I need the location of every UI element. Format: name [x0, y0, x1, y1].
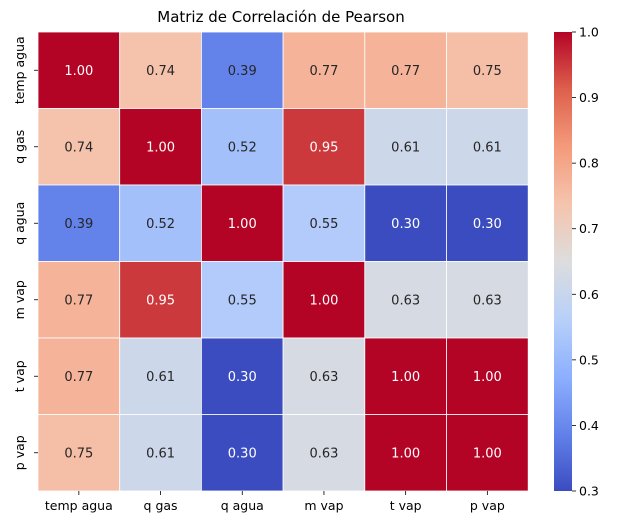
cell-value-label: 0.61 — [146, 370, 175, 385]
cell-value-label: 0.95 — [146, 293, 175, 308]
colorbar-tick-label: 0.3 — [579, 484, 599, 499]
y-tick-label: q agua — [12, 202, 27, 245]
heatmap-cell — [37, 184, 121, 262]
cell-value-label: 0.75 — [473, 64, 502, 79]
cell-value-label: 0.77 — [64, 370, 93, 385]
cell-value-label: 0.61 — [146, 446, 175, 461]
heatmap-cell — [282, 261, 366, 339]
colorbar: 0.3 0.4 0.5 0.6 0.7 0.8 0.9 1.0 — [554, 25, 599, 499]
cell-value-label: 0.61 — [473, 140, 502, 155]
heatmap-cell — [119, 261, 202, 339]
heatmap-cell — [282, 337, 366, 415]
x-tick-label: p vap — [470, 498, 505, 513]
cell-value-label: 0.77 — [309, 64, 338, 79]
cell-value-label: 0.52 — [228, 140, 257, 155]
cell-value-label: 0.30 — [228, 446, 257, 461]
heatmap-cell — [37, 337, 121, 415]
heatmap-cells: 1.00 0.74 0.39 0.77 0.77 0.75 0.74 1.00 0.52 0.95… — [37, 31, 529, 492]
cell-value-label: 1.00 — [391, 370, 420, 385]
heatmap-cell — [364, 31, 447, 109]
cell-value-label: 0.55 — [309, 217, 338, 232]
heatmap-cell — [446, 261, 529, 339]
cell-value-label: 1.00 — [309, 293, 338, 308]
y-tick-label: q gas — [12, 130, 27, 164]
heatmap-cell — [446, 337, 529, 415]
heatmap-cell — [446, 184, 529, 262]
colorbar-tick-label: 0.7 — [579, 221, 599, 236]
cell-value-label: 0.63 — [391, 293, 420, 308]
heatmap-cell — [37, 31, 121, 109]
cell-value-label: 0.52 — [146, 217, 175, 232]
heatmap-cell — [282, 31, 366, 109]
cell-value-label: 1.00 — [146, 140, 175, 155]
colorbar-tick-label: 0.4 — [579, 418, 599, 433]
cell-value-label: 1.00 — [64, 64, 93, 79]
heatmap-cell — [364, 337, 447, 415]
heatmap-cell — [119, 108, 202, 186]
colorbar-tick-label: 0.5 — [579, 352, 599, 367]
colorbar-tick-label: 0.6 — [579, 287, 599, 302]
heatmap-cell — [119, 31, 202, 109]
cell-value-label: 0.63 — [309, 370, 338, 385]
heatmap-cell — [200, 261, 284, 339]
heatmap-cell — [364, 261, 447, 339]
cell-value-label: 0.75 — [64, 446, 93, 461]
heatmap-cell — [200, 31, 284, 109]
y-tick-label: t vap — [12, 360, 27, 392]
cell-value-label: 0.95 — [309, 140, 338, 155]
heatmap-cell — [364, 184, 447, 262]
cell-value-label: 0.63 — [473, 293, 502, 308]
heatmap-cell — [364, 414, 447, 492]
x-tick-label: m vap — [304, 498, 343, 513]
cell-value-label: 1.00 — [228, 217, 257, 232]
y-tick-label: temp agua — [12, 36, 27, 104]
colorbar-tick-label: 1.0 — [579, 25, 599, 40]
colorbar-tick-label: 0.8 — [579, 156, 599, 171]
x-axis: temp agua q gas q agua m vap t vap p vap — [45, 491, 505, 513]
heatmap-cell — [200, 184, 284, 262]
heatmap-cell — [446, 108, 529, 186]
heatmap-cell — [119, 184, 202, 262]
heatmap-cell — [200, 337, 284, 415]
y-axis: temp agua q gas q agua m vap t vap p vap — [12, 36, 38, 470]
cell-value-label: 0.77 — [64, 293, 93, 308]
heatmap-cell — [282, 184, 366, 262]
cell-value-label: 1.00 — [473, 446, 502, 461]
y-tick-label: m vap — [12, 280, 27, 319]
cell-value-label: 1.00 — [391, 446, 420, 461]
cell-value-label: 0.39 — [228, 64, 257, 79]
cell-value-label: 0.61 — [391, 140, 420, 155]
x-tick-label: t vap — [390, 498, 422, 513]
heatmap-cell — [446, 31, 529, 109]
heatmap-cell — [282, 108, 366, 186]
cell-value-label: 0.77 — [391, 64, 420, 79]
x-tick-label: q agua — [221, 498, 264, 513]
chart-title: Matriz de Correlación de Pearson — [157, 8, 404, 26]
colorbar-gradient — [554, 32, 572, 491]
cell-value-label: 0.39 — [64, 217, 93, 232]
cell-value-label: 0.30 — [228, 370, 257, 385]
cell-value-label: 0.30 — [473, 217, 502, 232]
heatmap-cell — [37, 414, 121, 492]
x-tick-label: temp agua — [45, 498, 113, 513]
cell-value-label: 0.74 — [64, 140, 93, 155]
cell-value-label: 0.30 — [391, 217, 420, 232]
cell-value-label: 0.63 — [309, 446, 338, 461]
heatmap-cell — [37, 261, 121, 339]
colorbar-tick-label: 0.9 — [579, 90, 599, 105]
cell-value-label: 1.00 — [473, 370, 502, 385]
cell-value-label: 0.55 — [228, 293, 257, 308]
heatmap-cell — [446, 414, 529, 492]
cell-value-label: 0.74 — [146, 64, 175, 79]
y-tick-label: p vap — [12, 435, 27, 470]
x-tick-label: q gas — [144, 498, 178, 513]
